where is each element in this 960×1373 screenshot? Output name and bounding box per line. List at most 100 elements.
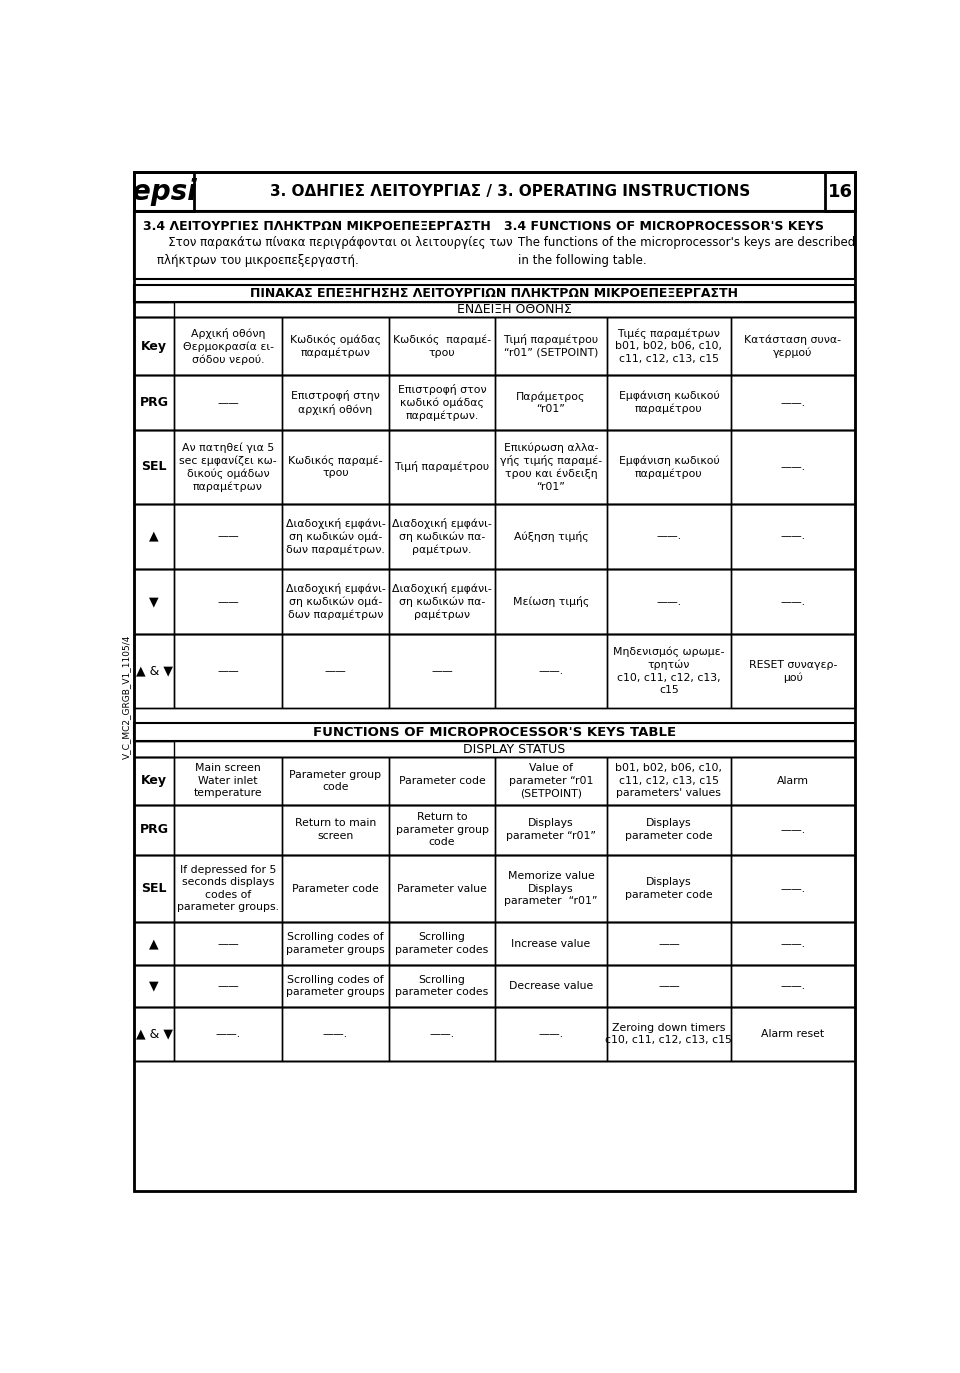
Bar: [134, 504, 175, 568]
Bar: [134, 805, 854, 854]
Bar: [607, 430, 731, 504]
Bar: [282, 923, 389, 965]
Bar: [282, 430, 389, 504]
Bar: [282, 854, 389, 923]
Text: Key: Key: [141, 774, 167, 787]
Bar: [494, 1008, 607, 1061]
Text: Parameter value: Parameter value: [397, 884, 487, 894]
Text: ——.: ——.: [780, 398, 805, 408]
Text: Κωδικός  παραμέ-
τρου: Κωδικός παραμέ- τρου: [393, 335, 492, 357]
Text: ——: ——: [324, 666, 347, 676]
Text: Κωδικός παραμέ-
τρου: Κωδικός παραμέ- τρου: [288, 456, 383, 478]
Bar: [134, 634, 854, 707]
Bar: [134, 173, 194, 211]
Bar: [607, 568, 731, 634]
Bar: [282, 757, 389, 805]
Text: Διαδοχική εμφάνι-
ση κωδικών ομά-
δων παραμέτρων: Διαδοχική εμφάνι- ση κωδικών ομά- δων πα…: [286, 584, 385, 621]
Text: ΠΙΝΑΚΑΣ ΕΠΕΞΗΓΗΣΗΣ ΛΕΙΤΟΥΡΓΙΩΝ ΠΛΗΚΤΡΩΝ ΜΙΚΡΟΕΠΕΞΕΡΓΑΣΤΗ: ΠΙΝΑΚΑΣ ΕΠΕΞΗΓΗΣΗΣ ΛΕΙΤΟΥΡΓΙΩΝ ΠΛΗΚΤΡΩΝ …: [251, 287, 738, 299]
Text: Εμφάνιση κωδικού
παραμέτρου: Εμφάνιση κωδικού παραμέτρου: [618, 456, 719, 479]
Text: Parameter code: Parameter code: [398, 776, 486, 785]
Bar: [134, 375, 854, 430]
Bar: [134, 1008, 854, 1061]
Text: FUNCTIONS OF MICROPROCESSOR'S KEYS TABLE: FUNCTIONS OF MICROPROCESSOR'S KEYS TABLE: [313, 726, 676, 739]
Bar: [494, 375, 607, 430]
Bar: [134, 965, 175, 1008]
Text: Επιστροφή στον
κωδικό ομάδας
παραμέτρων.: Επιστροφή στον κωδικό ομάδας παραμέτρων.: [397, 384, 487, 422]
Bar: [175, 568, 282, 634]
Bar: [134, 634, 175, 707]
Text: ▼: ▼: [150, 979, 159, 993]
Bar: [175, 504, 282, 568]
Text: ——: ——: [431, 666, 453, 676]
Bar: [134, 302, 175, 317]
Bar: [282, 375, 389, 430]
Text: ——.: ——.: [539, 1030, 564, 1039]
Text: 3. ΟΔΗΓΙΕΣ ΛΕΙΤΟΥΡΓΙΑΣ / 3. OPERATING INSTRUCTIONS: 3. ΟΔΗΓΙΕΣ ΛΕΙΤΟΥΡΓΙΑΣ / 3. OPERATING IN…: [270, 184, 750, 199]
Bar: [134, 923, 854, 965]
Bar: [134, 1061, 854, 1192]
Bar: [175, 1008, 282, 1061]
Bar: [731, 923, 854, 965]
Text: Scrolling
parameter codes: Scrolling parameter codes: [396, 975, 489, 997]
Bar: [826, 173, 854, 211]
Bar: [389, 430, 494, 504]
Text: b01, b02, b06, c10,
c11, c12, c13, c15
parameters' values: b01, b02, b06, c10, c11, c12, c13, c15 p…: [615, 763, 723, 798]
Bar: [389, 504, 494, 568]
Bar: [731, 568, 854, 634]
Text: 16: 16: [828, 183, 852, 200]
Text: Scrolling codes of
parameter groups: Scrolling codes of parameter groups: [286, 975, 385, 997]
Bar: [389, 965, 494, 1008]
Bar: [134, 805, 175, 854]
Bar: [175, 923, 282, 965]
Bar: [607, 805, 731, 854]
Text: ——.: ——.: [780, 939, 805, 949]
Bar: [389, 805, 494, 854]
Text: ——.: ——.: [215, 1030, 241, 1039]
Bar: [607, 317, 731, 375]
Bar: [389, 854, 494, 923]
Text: Τιμή παραμέτρου
“r01” (SETPOINT): Τιμή παραμέτρου “r01” (SETPOINT): [503, 335, 598, 358]
Bar: [389, 757, 494, 805]
Text: Main screen
Water inlet
temperature: Main screen Water inlet temperature: [194, 763, 262, 798]
Text: Parameter code: Parameter code: [292, 884, 379, 894]
Text: ——.: ——.: [657, 531, 682, 541]
Text: ——.: ——.: [539, 666, 564, 676]
Bar: [731, 634, 854, 707]
Bar: [607, 504, 731, 568]
Bar: [389, 1008, 494, 1061]
Bar: [134, 757, 854, 805]
Bar: [175, 965, 282, 1008]
Bar: [607, 375, 731, 430]
Text: Zeroing down timers
c10, c11, c12, c13, c15: Zeroing down timers c10, c11, c12, c13, …: [606, 1023, 732, 1045]
Bar: [731, 1008, 854, 1061]
Text: Μηδενισμός ωρωμε-
τρητών
c10, c11, c12, c13,
c15: Μηδενισμός ωρωμε- τρητών c10, c11, c12, …: [613, 647, 725, 695]
Bar: [607, 923, 731, 965]
Bar: [389, 923, 494, 965]
Bar: [134, 317, 854, 375]
Bar: [731, 317, 854, 375]
Text: ——: ——: [217, 980, 239, 991]
Text: Διαδοχική εμφάνι-
ση κωδικών πα-
ραμέτρων: Διαδοχική εμφάνι- ση κωδικών πα- ραμέτρω…: [392, 584, 492, 621]
Text: ——: ——: [217, 597, 239, 607]
Text: ▼: ▼: [150, 596, 159, 608]
Text: Εμφάνιση κωδικού
παραμέτρου: Εμφάνιση κωδικού παραμέτρου: [618, 391, 719, 415]
Bar: [175, 805, 282, 854]
Text: Displays
parameter code: Displays parameter code: [625, 877, 712, 899]
Text: ——.: ——.: [323, 1030, 348, 1039]
Text: Alarm reset: Alarm reset: [761, 1030, 825, 1039]
Bar: [494, 854, 607, 923]
Bar: [389, 317, 494, 375]
Bar: [175, 430, 282, 504]
Text: ▲ & ▼: ▲ & ▼: [135, 1027, 173, 1041]
Text: PRG: PRG: [139, 397, 169, 409]
Text: ——: ——: [217, 398, 239, 408]
Text: ΕΝΔΕΙΞΗ ΟΘΟΝΗΣ: ΕΝΔΕΙΞΗ ΟΘΟΝΗΣ: [457, 303, 572, 316]
Bar: [282, 568, 389, 634]
Text: Scrolling codes of
parameter groups: Scrolling codes of parameter groups: [286, 932, 385, 954]
Text: Μείωση τιμής: Μείωση τιμής: [513, 596, 589, 607]
Bar: [494, 568, 607, 634]
Text: Αρχική οθόνη
Θερμοκρασία ει-
σόδου νερού.: Αρχική οθόνη Θερμοκρασία ει- σόδου νερού…: [182, 328, 274, 365]
Text: ▲: ▲: [150, 530, 159, 542]
Bar: [607, 965, 731, 1008]
Text: Value of
parameter “r01
(SETPOINT): Value of parameter “r01 (SETPOINT): [509, 763, 593, 798]
